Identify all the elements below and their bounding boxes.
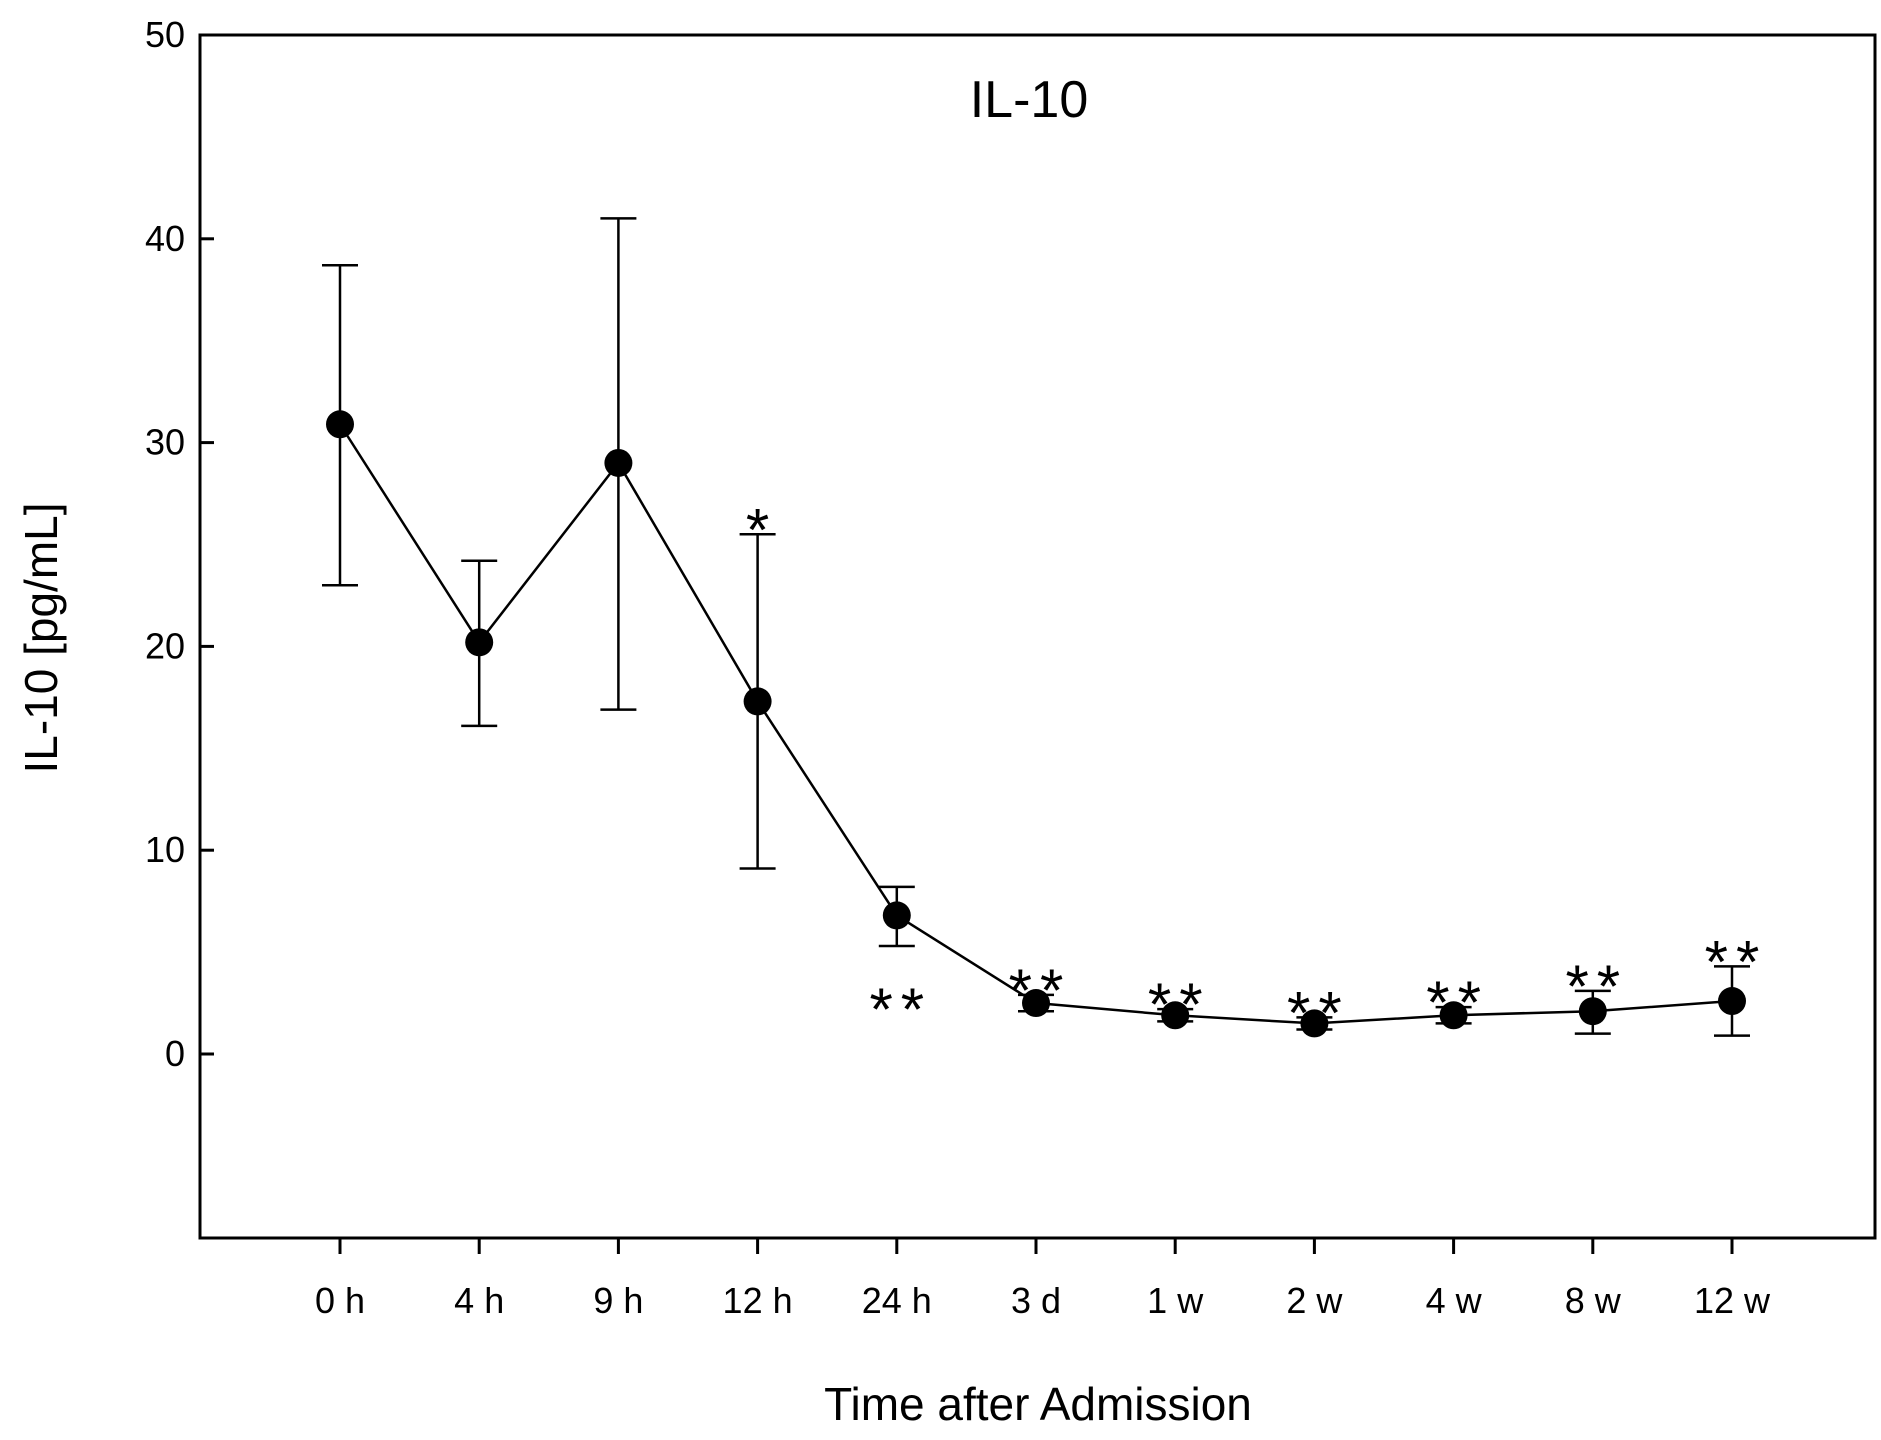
annotation-layer: *** ** ** ** ** ** ** — [746, 496, 1768, 1046]
data-point — [1718, 987, 1746, 1016]
data-point — [326, 410, 354, 439]
y-tick-label: 20 — [145, 625, 185, 666]
x-tick-label: 12 w — [1694, 1280, 1771, 1321]
x-axis-title: Time after Admission — [824, 1378, 1252, 1430]
x-tick-label: 0 h — [315, 1280, 365, 1321]
data-point — [1161, 1001, 1190, 1030]
x-tick-label: 3 d — [1011, 1280, 1061, 1321]
significance-marker: * — [746, 496, 777, 563]
y-tick-label: 30 — [145, 422, 185, 463]
y-tick-label: 10 — [145, 829, 185, 870]
series-layer — [322, 217, 1750, 1038]
x-axis: 0 h 4 h 9 h 12 h 24 h 3 d 1 w 2 w 4 w 8 w 12 w — [315, 1238, 1771, 1321]
series-line — [338, 423, 1733, 1025]
significance-marker: ** — [1426, 969, 1489, 1036]
y-tick-label: 0 — [165, 1033, 185, 1074]
x-tick-label: 1 w — [1147, 1280, 1204, 1321]
data-point — [465, 628, 494, 657]
data-point — [1022, 989, 1050, 1018]
significance-marker: ** — [1565, 953, 1628, 1020]
data-point — [604, 448, 633, 477]
y-axis-title: IL-10 [pg/mL] — [15, 502, 67, 773]
significance-marker: ** — [1705, 928, 1768, 995]
y-tick-label: 40 — [145, 218, 185, 259]
y-tick-label: 50 — [145, 14, 185, 55]
x-tick-label: 12 h — [723, 1280, 793, 1321]
x-tick-label: 2 w — [1286, 1280, 1343, 1321]
x-tick-label: 8 w — [1565, 1280, 1622, 1321]
data-point — [1439, 1001, 1468, 1030]
data-point — [1578, 997, 1607, 1026]
x-tick-label: 4 h — [454, 1280, 504, 1321]
y-axis: 0 10 20 30 40 50 — [145, 14, 214, 1074]
chart-title: IL-10 — [970, 71, 1089, 129]
significance-marker: ** — [1287, 979, 1350, 1046]
significance-marker: ** — [869, 976, 932, 1043]
plot-frame — [198, 33, 1877, 1240]
data-point — [882, 901, 911, 930]
significance-marker: ** — [1148, 971, 1211, 1038]
x-tick-label: 24 h — [862, 1280, 932, 1321]
x-tick-label: 4 w — [1426, 1280, 1483, 1321]
x-tick-label: 9 h — [593, 1280, 643, 1321]
significance-marker: ** — [1009, 957, 1072, 1024]
data-point — [1300, 1009, 1329, 1038]
data-point — [743, 687, 772, 716]
